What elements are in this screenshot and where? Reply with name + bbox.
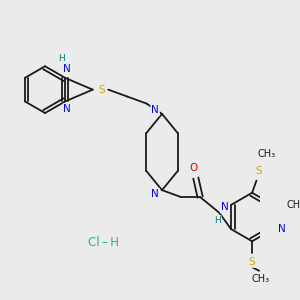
Text: CH₃: CH₃ [252, 274, 270, 284]
Text: N: N [63, 64, 71, 74]
Text: O: O [189, 164, 197, 173]
Text: CH₃: CH₃ [258, 149, 276, 159]
Text: S: S [255, 166, 262, 176]
Text: N: N [151, 189, 159, 199]
Text: H: H [214, 216, 221, 225]
Text: N: N [278, 224, 286, 234]
Text: N: N [63, 104, 71, 114]
Text: H: H [58, 54, 65, 63]
Text: S: S [249, 257, 255, 267]
Text: S: S [98, 85, 105, 94]
Text: CH₃: CH₃ [286, 200, 300, 210]
Text: N: N [220, 202, 228, 212]
Text: Cl – H: Cl – H [88, 236, 119, 250]
Text: N: N [151, 105, 159, 116]
